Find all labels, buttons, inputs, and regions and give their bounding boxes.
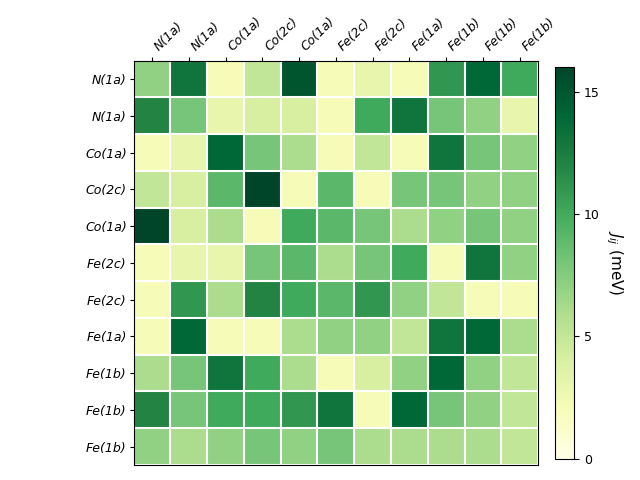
Y-axis label: $J_{ij}$ (meV): $J_{ij}$ (meV) (604, 230, 625, 296)
